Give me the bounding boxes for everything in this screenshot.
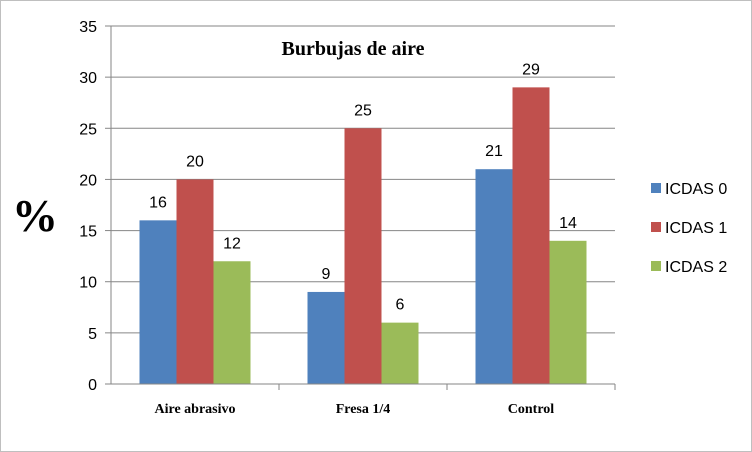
bar — [549, 240, 587, 384]
x-tick-label: Aire abrasivo — [154, 402, 235, 417]
y-tick-label: 20 — [79, 172, 97, 189]
bar — [176, 179, 214, 384]
chart-title: Burbujas de aire — [282, 38, 425, 60]
data-label: 21 — [485, 143, 503, 160]
data-label: 6 — [396, 297, 405, 314]
y-tick-label: 30 — [79, 70, 97, 87]
bar — [139, 220, 177, 384]
legend: ICDAS 0 ICDAS 1 ICDAS 2 — [651, 181, 727, 276]
data-label: 16 — [149, 194, 167, 211]
data-label: 14 — [559, 215, 577, 232]
y-tick-label: 5 — [88, 326, 97, 343]
legend-swatch — [651, 222, 661, 232]
bar — [475, 169, 513, 384]
x-tick-label: Fresa 1/4 — [336, 402, 391, 417]
bar — [213, 261, 251, 384]
bar — [381, 322, 419, 384]
y-tick-label: 10 — [79, 275, 97, 292]
legend-label: ICDAS 0 — [665, 181, 727, 198]
data-label: 20 — [186, 153, 204, 170]
data-label: 12 — [223, 235, 241, 252]
legend-swatch — [651, 261, 661, 271]
data-label: 25 — [354, 102, 372, 119]
axes: 0 5 10 15 20 25 30 35 Aire abrasivo Fresa 1/4 Cont… — [79, 19, 616, 417]
bars: 16 20 12 9 25 6 21 29 14 — [139, 61, 587, 384]
legend-label: ICDAS 2 — [665, 259, 727, 276]
y-tick-label: 15 — [79, 224, 97, 241]
y-tick-label: 25 — [79, 121, 97, 138]
data-label: 29 — [522, 61, 540, 78]
legend-label: ICDAS 1 — [665, 220, 727, 237]
data-label: 9 — [322, 266, 331, 283]
bar — [512, 87, 550, 384]
bar — [344, 128, 382, 384]
bar — [307, 291, 345, 384]
legend-swatch — [651, 183, 661, 193]
y-tick-label: 0 — [88, 377, 97, 394]
x-tick-label: Control — [508, 402, 555, 417]
y-tick-label: 35 — [79, 19, 97, 36]
y-axis-label: % — [12, 190, 58, 241]
